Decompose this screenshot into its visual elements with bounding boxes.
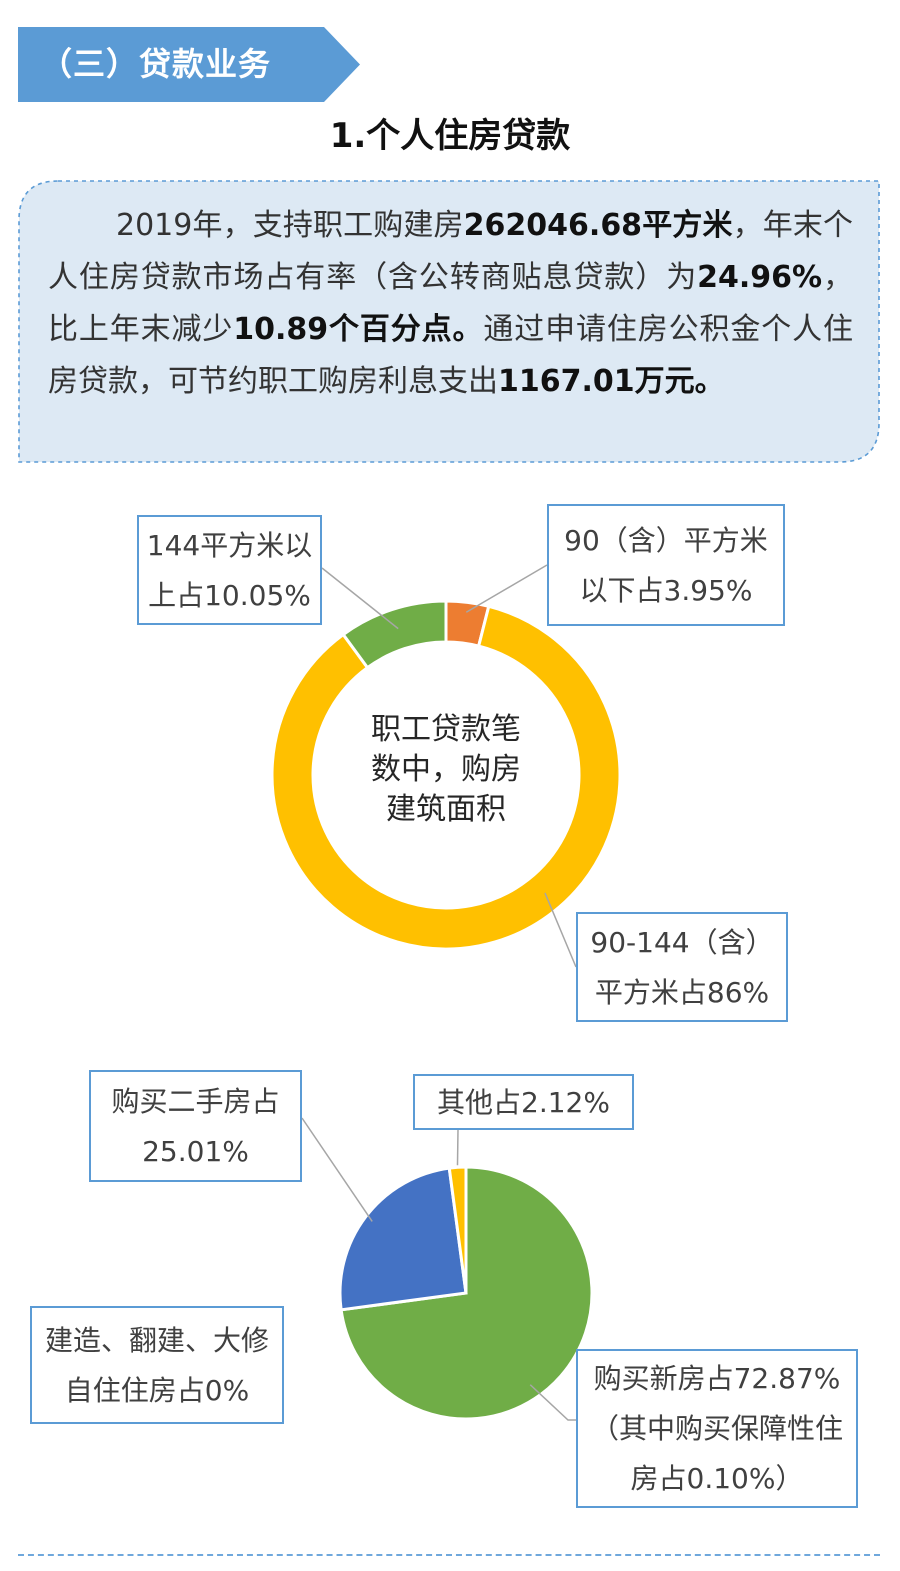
- banner-title: （三）贷款业务: [40, 45, 272, 83]
- leader-line: [301, 1117, 373, 1222]
- data-label: 90-144（含）: [590, 926, 774, 959]
- summary-text-4: 通过申请住房公积金个人住房贷款，可节约职工购房利息支出: [48, 312, 854, 399]
- pie-chart: [338, 1165, 594, 1421]
- donut-center-line-3: 建筑面积: [386, 792, 506, 827]
- donut-center-label: 职工贷款笔 数中，购房 建筑面积: [330, 710, 562, 830]
- donut-slice: [270, 604, 622, 951]
- summary-box: 2019年，支持职工购建房262046.68平方米，年末个人住房贷款市场占有率（…: [18, 180, 880, 463]
- banner-arrow-shape: [18, 27, 360, 102]
- data-label: 购买新房占72.87%: [593, 1362, 841, 1395]
- donut-label-small-area: 90（含）平方米 以下占3.95%: [547, 504, 785, 626]
- summary-market-rate: 24.96%: [697, 260, 823, 295]
- data-label: 平方米占86%: [594, 976, 770, 1009]
- data-label: 购买二手房占: [111, 1085, 280, 1118]
- donut-label-mid-area: 90-144（含） 平方米占86%: [576, 912, 788, 1022]
- leader-line: [456, 1129, 459, 1166]
- leader-lines: [301, 564, 577, 1421]
- section-banner: （三）贷款业务: [18, 27, 360, 102]
- leader-line: [321, 567, 399, 630]
- donut-label-large-area: 144平方米以 上占10.05%: [137, 515, 322, 625]
- pie-label-other: 其他占2.12%: [413, 1074, 634, 1130]
- data-label: 其他占2.12%: [437, 1086, 610, 1119]
- leader-line: [465, 564, 548, 613]
- pie-label-second-hand: 购买二手房占 25.01%: [89, 1070, 302, 1182]
- donut-chart: [270, 599, 622, 951]
- summary-text-2: ，年末个人住房贷款市场占有率（含公转商贴息贷款）为: [48, 208, 853, 295]
- donut-center-line-1: 职工贷款笔: [371, 712, 521, 747]
- summary-decrease: 10.89个百分点。: [233, 312, 484, 347]
- data-label: 90（含）平方米: [564, 524, 768, 557]
- summary-box-background: [18, 180, 880, 463]
- pie-label-new-house: 购买新房占72.87% （其中购买保障性住 房占0.10%）: [576, 1349, 858, 1508]
- data-label: 以下占3.95%: [579, 574, 753, 607]
- donut-center-line-2: 数中，购房: [371, 752, 521, 787]
- page-subtitle: 1.个人住房贷款: [329, 116, 571, 156]
- pie-slice: [338, 1166, 468, 1312]
- data-label: 建造、翻建、大修: [44, 1324, 269, 1357]
- bottom-divider: [18, 1554, 880, 1556]
- summary-text-1: 2019年，支持职工购建房: [116, 208, 464, 243]
- data-label: 自住住房占0%: [64, 1374, 250, 1407]
- summary-interest-saving: 1167.01万元。: [498, 364, 725, 399]
- leader-line: [544, 892, 577, 968]
- pie-slice: [447, 1165, 468, 1294]
- leader-line: [529, 1384, 576, 1421]
- data-label: 144平方米以: [146, 529, 313, 562]
- data-label: 上占10.05%: [148, 579, 311, 612]
- summary-text-3: ，比上年末减少: [48, 260, 854, 347]
- data-label: （其中购买保障性住: [590, 1412, 843, 1445]
- summary-area: 262046.68平方米: [463, 208, 733, 243]
- data-label: 25.01%: [142, 1135, 249, 1168]
- pie-label-build-repair: 建造、翻建、大修 自住住房占0%: [30, 1306, 284, 1424]
- donut-slice: [341, 599, 448, 670]
- data-label: 房占0.10%）: [630, 1462, 804, 1495]
- summary-text: 2019年，支持职工购建房262046.68平方米，年末个人住房贷款市场占有率（…: [48, 200, 853, 408]
